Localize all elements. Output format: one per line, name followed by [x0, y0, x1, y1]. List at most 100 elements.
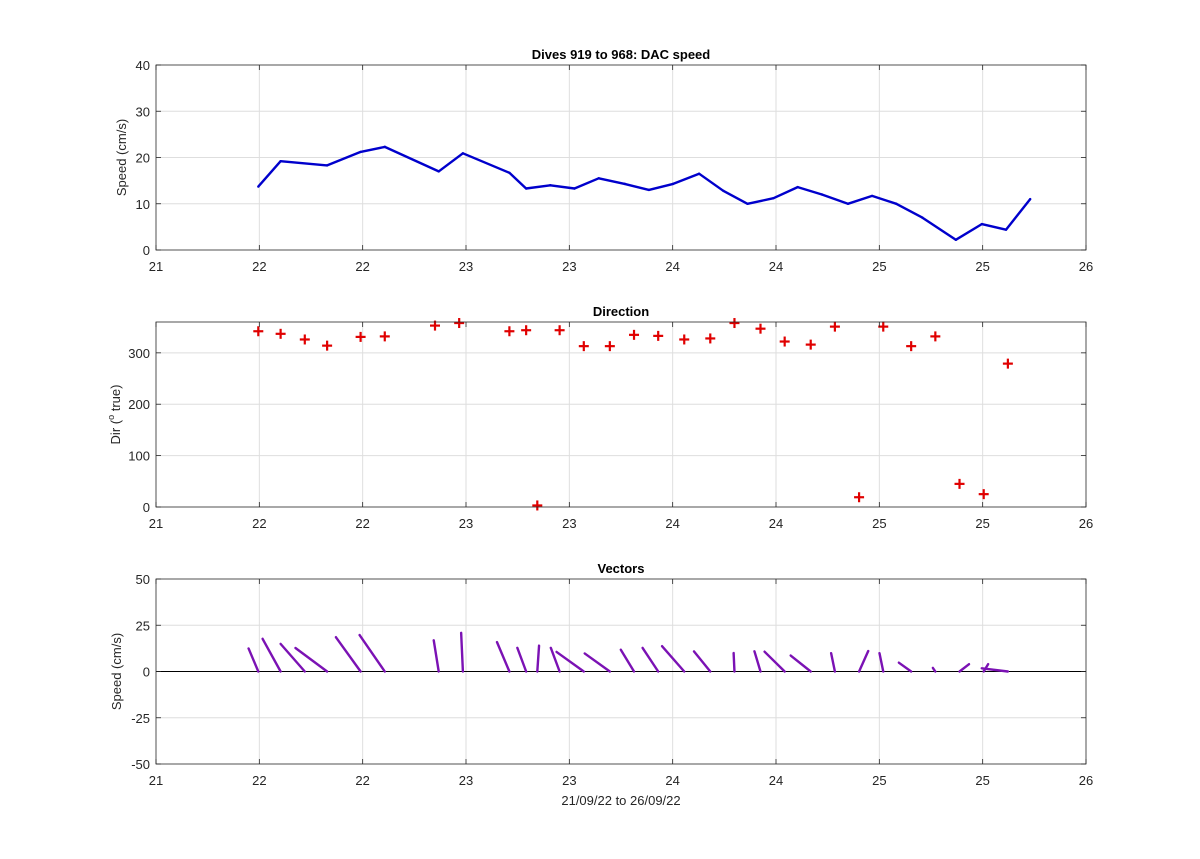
- speed-data-point: [383, 145, 386, 149]
- speed-y-axis-label: Speed (cm/s): [114, 119, 129, 196]
- vectors-x-tick-label: 26: [1079, 773, 1093, 788]
- speed-data-point: [508, 171, 511, 174]
- direction-data-point: [679, 334, 690, 345]
- vector-stick: [763, 650, 786, 673]
- vectors-x-tick-label: 23: [562, 773, 576, 788]
- speed-ticks: 21 22 22 23 23 24 24 25 25 26 0 10 20 30 40: [136, 58, 1094, 274]
- speed-data-point: [796, 185, 799, 189]
- direction-data-point: [504, 326, 515, 337]
- direction-panel: 21 22 22 23 23 24 24 25 25 26 0 100 200 300 Direction…: [106, 304, 1093, 531]
- speed-x-tick-label: 24: [769, 259, 783, 274]
- speed-data-point: [820, 193, 824, 196]
- vector-stick: [692, 650, 712, 673]
- speed-chart-title: Dives 919 to 968: DAC speed: [532, 47, 711, 62]
- vector-stick: [432, 639, 440, 673]
- direction-y-tick-label: 200: [128, 397, 150, 412]
- speed-x-tick-label: 25: [975, 259, 989, 274]
- speed-x-tick-label: 26: [1079, 259, 1093, 274]
- speed-x-tick-label: 23: [459, 259, 473, 274]
- vector-stick: [878, 652, 885, 673]
- vector-stick: [753, 650, 762, 673]
- vectors-x-tick-label: 23: [459, 773, 473, 788]
- speed-data-point: [746, 202, 749, 205]
- speed-data-point: [623, 182, 626, 186]
- direction-y-label-tail: true): [108, 385, 123, 415]
- vector-stick: [857, 649, 870, 673]
- speed-y-tick-label: 30: [136, 104, 150, 119]
- vectors-chart-title: Vectors: [598, 561, 645, 576]
- direction-data-point: [930, 331, 941, 342]
- x-axis-label: 21/09/22 to 26/09/22: [561, 793, 680, 808]
- speed-x-tick-label: 23: [562, 259, 576, 274]
- speed-data-point: [895, 202, 898, 205]
- vector-stick: [549, 646, 561, 673]
- direction-x-tick-label: 22: [252, 516, 266, 531]
- vector-stick: [829, 652, 837, 673]
- speed-y-tick-label: 10: [136, 197, 150, 212]
- vector-stick: [583, 652, 612, 673]
- direction-x-tick-label: 23: [459, 516, 473, 531]
- speed-grid: [156, 65, 1086, 250]
- vectors-x-tick-label: 25: [872, 773, 886, 788]
- direction-y-tick-label: 0: [143, 500, 150, 515]
- vector-stick: [279, 642, 306, 673]
- direction-data-point: [805, 339, 816, 350]
- speed-data-point: [671, 182, 675, 186]
- vectors-x-tick-label: 24: [665, 773, 679, 788]
- direction-ticks: 21 22 22 23 23 24 24 25 25 26 0 100 200 300: [128, 322, 1093, 531]
- direction-data-point: [829, 321, 840, 332]
- speed-data-point: [549, 184, 552, 187]
- direction-data-point: [379, 331, 390, 342]
- vector-stick: [660, 644, 686, 673]
- speed-marks: [257, 145, 1032, 242]
- direction-data-point: [729, 318, 740, 329]
- vector-stick: [789, 654, 812, 673]
- vectors-x-tick-label: 21: [149, 773, 163, 788]
- direction-data-point: [705, 333, 716, 344]
- vectors-ticks: 21 22 22 23 23 24 24 25 25 26 -50 -25 0 25 50: [131, 572, 1093, 788]
- vectors-x-tick-label: 22: [252, 773, 266, 788]
- direction-data-point: [906, 341, 917, 352]
- direction-data-point: [521, 325, 532, 336]
- direction-data-point: [554, 325, 565, 336]
- speed-data-point: [437, 170, 440, 173]
- direction-data-point: [954, 478, 965, 489]
- speed-data-point: [846, 202, 850, 205]
- speed-x-tick-label: 22: [252, 259, 266, 274]
- vector-stick: [459, 631, 465, 673]
- speed-data-point: [1029, 197, 1032, 201]
- vectors-y-tick-label: 25: [136, 618, 150, 633]
- speed-data-point: [524, 187, 528, 190]
- direction-data-point: [978, 489, 989, 500]
- direction-data-point: [253, 326, 264, 337]
- vectors-y-tick-label: 0: [143, 665, 150, 680]
- vectors-marks: [156, 631, 1086, 673]
- direction-y-label-degree: o: [106, 415, 116, 420]
- direction-x-tick-label: 24: [769, 516, 783, 531]
- vector-stick: [358, 633, 386, 673]
- speed-data-point: [870, 194, 874, 198]
- direction-data-point: [779, 336, 790, 347]
- vector-stick: [516, 646, 528, 673]
- vector-stick: [897, 661, 913, 673]
- vector-stick: [555, 650, 585, 673]
- speed-data-point: [647, 188, 651, 192]
- vector-stick: [641, 646, 660, 673]
- direction-x-tick-label: 25: [872, 516, 886, 531]
- vector-stick: [334, 635, 362, 673]
- direction-y-tick-label: 300: [128, 346, 150, 361]
- speed-x-tick-label: 21: [149, 259, 163, 274]
- direction-grid: [156, 322, 1086, 507]
- speed-data-point: [257, 185, 260, 188]
- speed-data-point: [921, 216, 924, 219]
- vector-stick: [495, 640, 511, 673]
- direction-axes-box: [155, 321, 1087, 508]
- speed-panel: 21 22 22 23 23 24 24 25 25 26 0 10 20 30 40 Dives 919 …: [114, 47, 1093, 274]
- vector-stick: [536, 644, 541, 673]
- direction-data-point: [653, 330, 664, 341]
- vector-stick: [931, 666, 937, 673]
- direction-plot-area: [156, 322, 1086, 507]
- direction-data-point: [629, 329, 640, 340]
- direction-x-tick-label: 26: [1079, 516, 1093, 531]
- direction-data-point: [578, 341, 589, 352]
